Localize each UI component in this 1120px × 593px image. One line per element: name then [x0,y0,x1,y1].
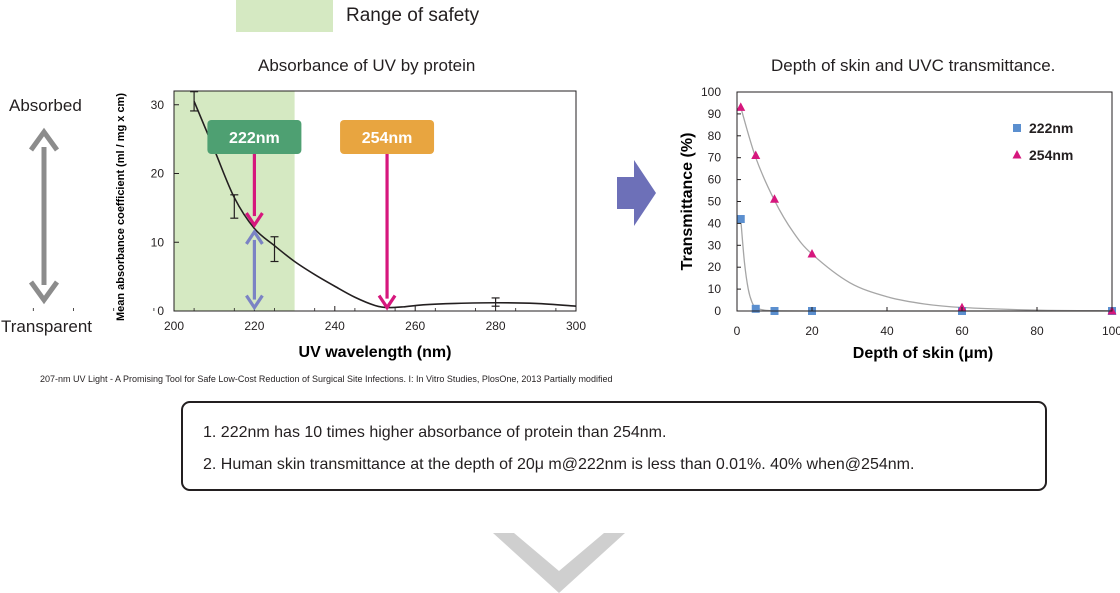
fit-curve-254nm [740,107,1113,312]
legend-label: 254nm [1029,147,1073,163]
wavelength-marker-label: 222nm [229,130,280,147]
y-tick-label: 30 [708,238,722,252]
double-arrow-icon [28,127,60,305]
fit-curve-222nm [740,218,1112,312]
x-tick-label: 220 [244,319,264,333]
absorbance-range-arrow [245,229,264,311]
y-tick-label: 20 [151,167,165,181]
x-tick-label: 20 [805,324,819,338]
summary-item-1: 1. 222nm has 10 times higher absorbance … [203,424,667,441]
data-point-222nm [751,304,760,313]
wavelength-marker-label: 254nm [362,130,413,147]
x-tick-label: 260 [405,319,425,333]
transmittance-chart: 0 20 40 60 80 100 0 10 20 30 40 50 60 70 80 90 100 222nm… [679,85,1120,362]
absorbance-x-axis-label: UV wavelength (nm) [299,344,452,361]
data-point-254nm [751,150,761,160]
y-tick-label: 80 [708,129,722,143]
y-tick-label: 70 [708,151,722,165]
legend-label: 222nm [1029,120,1073,136]
wavelength-marker-254nm: 254nm [340,120,435,311]
right-arrow-icon [617,160,656,226]
y-tick-label: 0 [714,304,721,318]
y-tick-label: 50 [708,195,722,209]
x-tick-label: 0 [734,324,741,338]
data-point-254nm [770,194,779,203]
x-tick-label: 60 [955,324,969,338]
wavelength-marker-222nm: 222nm [207,120,302,228]
summary-item-2: 2. Human skin transmittance at the depth… [203,456,915,473]
data-point-222nm [736,215,745,224]
y-tick-label: 40 [708,216,722,230]
absorbance-curve [193,101,577,309]
y-tick-label: 90 [708,107,722,121]
data-point-254nm [807,249,817,258]
y-tick-label: 10 [708,282,722,296]
legend-entry-222nm: 222nm [1013,120,1073,136]
absorbed-label: Absorbed [9,96,82,115]
error-bar [270,236,279,263]
citation-text: 207-nm UV Light - A Promising Tool for S… [40,374,613,384]
x-tick-label: 40 [880,324,894,338]
y-tick-label: 60 [708,173,722,187]
absorbance-chart-title: Absorbance of UV by protein [258,56,476,75]
safety-range-swatch [236,0,333,32]
y-tick-label: 10 [151,235,165,249]
summary-box [181,401,1047,491]
absorbance-plot-frame [173,90,577,312]
y-tick-label: 100 [701,85,721,99]
absorbance-chart: 200 220 240 260 280 300 0 10 20 30 222nm 254nm UV … [32,90,586,361]
x-tick-label: 200 [164,319,184,333]
y-tick-label: 0 [157,304,164,318]
x-tick-label: 280 [486,319,506,333]
transmittance-x-axis-label: Depth of skin (μm) [853,345,993,362]
x-tick-label: 80 [1030,324,1044,338]
absorbance-y-axis-label: Mean absorbance coefficient (ml / mg x c… [115,93,127,321]
x-tick-label: 300 [566,319,586,333]
data-point-254nm [736,102,746,111]
chevron-down-icon [493,533,625,593]
x-tick-label: 240 [325,319,345,333]
transparent-label: Transparent [1,317,93,336]
y-tick-label: 20 [708,260,722,274]
transmittance-y-axis-label: Transmittance (%) [679,133,696,271]
legend-entry-254nm: 254nm [1012,147,1073,163]
safety-range-label: Range of safety [346,5,480,26]
transmittance-chart-title: Depth of skin and UVC transmittance. [771,56,1056,75]
data-point-254nm [957,302,967,312]
error-bar [230,194,239,219]
error-bar [190,91,199,112]
x-tick-label: 100 [1102,324,1120,338]
y-tick-label: 30 [151,98,165,112]
